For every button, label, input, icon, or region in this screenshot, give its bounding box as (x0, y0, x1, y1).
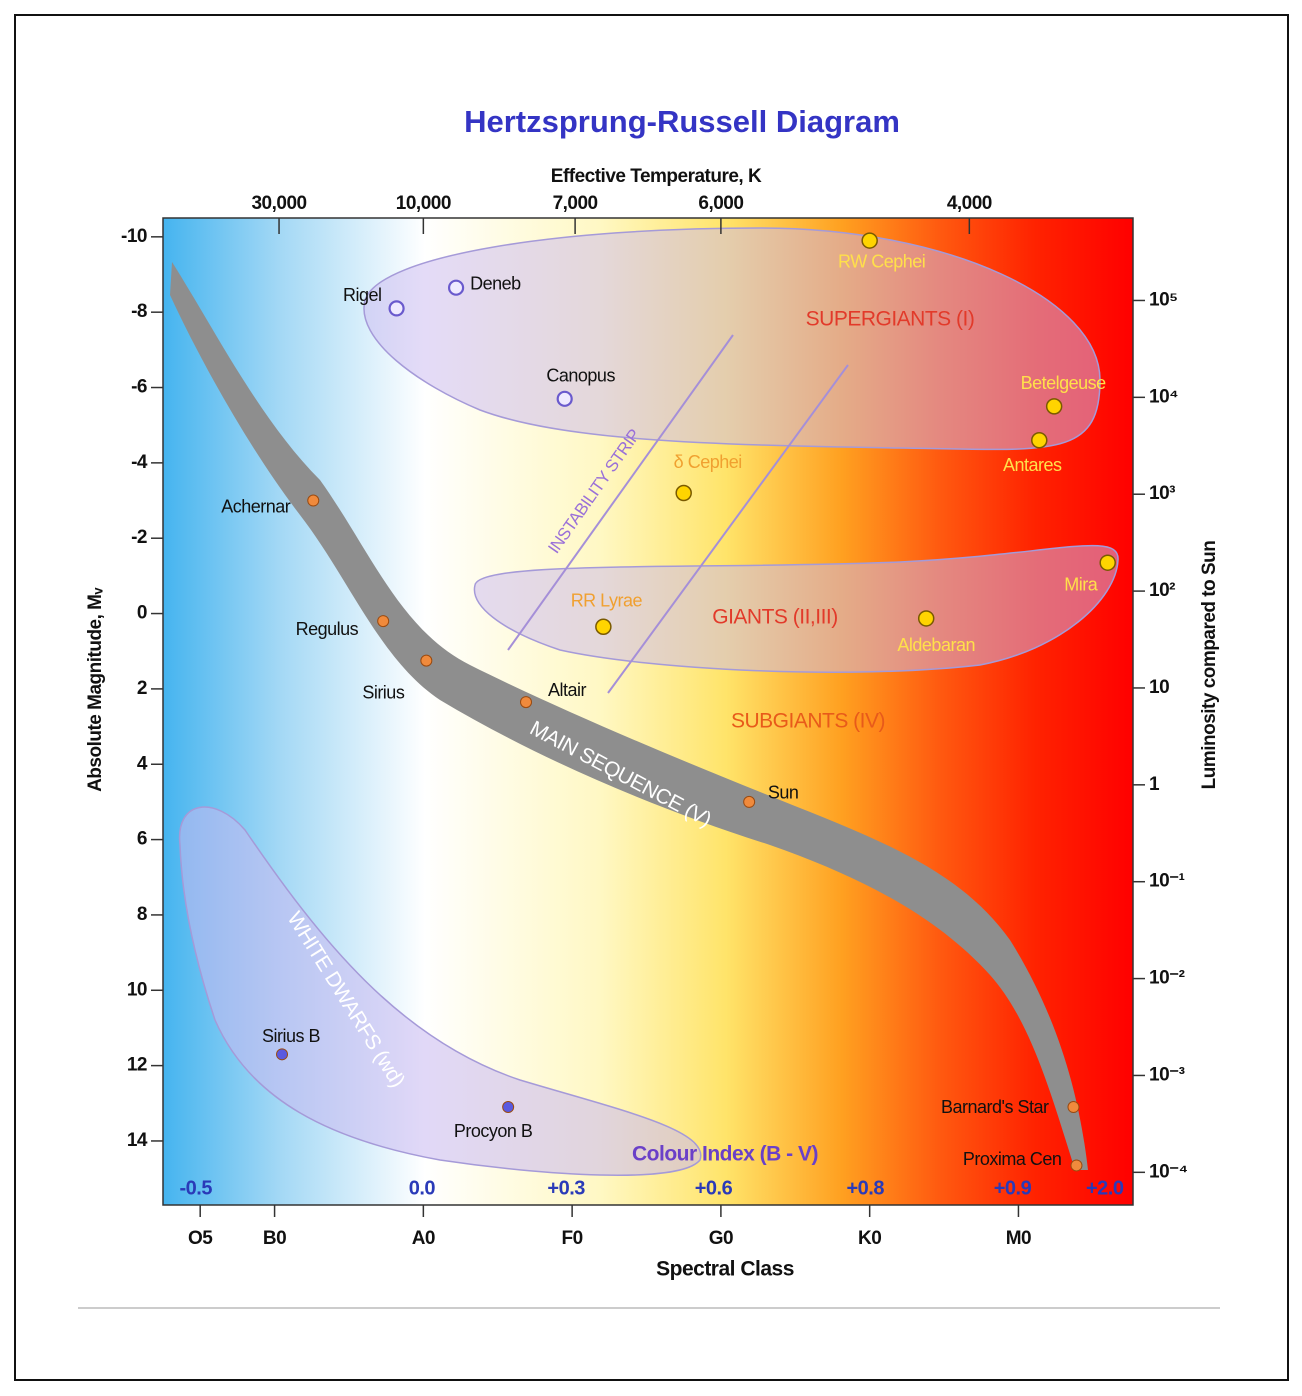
region-label: SUPERGIANTS (I) (806, 308, 975, 331)
y-tick-label: 8 (137, 904, 147, 925)
star-label: Regulus (296, 619, 359, 639)
y2-tick-label: 10⁻¹ (1149, 871, 1185, 892)
y2-tick-label: 10⁵ (1149, 289, 1178, 310)
instability-strip-edge (507, 334, 734, 651)
star-label: Sun (768, 783, 799, 803)
star-marker (861, 232, 878, 249)
star-marker (388, 300, 405, 317)
star-label: Betelgeuse (1021, 373, 1107, 393)
y2-axis-label: Luminosity compared to Sun (1199, 541, 1220, 790)
chart-title: Hertzsprung-Russell Diagram (464, 104, 900, 139)
star-label: Antares (1003, 455, 1062, 475)
y-tick-label: 2 (137, 678, 147, 699)
y2-tick-label: 10³ (1149, 483, 1175, 504)
star-label: Altair (548, 680, 587, 700)
y-tick-label: 12 (127, 1055, 147, 1076)
instability-strip-edge (607, 364, 849, 694)
x-tick-label: A0 (412, 1228, 435, 1249)
star-marker (1031, 432, 1048, 449)
star-label: Deneb (470, 273, 521, 293)
y2-tick-label: 1 (1149, 774, 1160, 795)
y-tick-label: -10 (121, 226, 147, 247)
star-marker (917, 610, 935, 627)
star-marker (675, 484, 692, 502)
colour-index-label: +0.6 (695, 1177, 733, 1199)
colour-index-label: +0.3 (547, 1177, 585, 1199)
y2-tick-label: 10⁻³ (1149, 1064, 1185, 1085)
y-tick-label: 14 (127, 1130, 148, 1151)
x2-tick-label: 6,000 (698, 193, 743, 214)
x2-tick-label: 10,000 (396, 193, 451, 214)
star-label: Achernar (221, 496, 291, 516)
star-label: Canopus (546, 366, 615, 386)
colour-index-label: 0.0 (409, 1177, 436, 1199)
white-dwarfs-region (178, 806, 702, 1176)
x2-tick-label: 7,000 (553, 193, 598, 214)
y-tick-label: -8 (131, 301, 147, 322)
y2-tick-label: 10⁻⁴ (1149, 1161, 1188, 1182)
x-tick-label: G0 (709, 1228, 733, 1249)
star-label: Procyon B (454, 1121, 533, 1141)
y-tick-label: 6 (137, 829, 147, 850)
x-axis-label: Spectral Class (656, 1258, 794, 1281)
star-label: Mira (1064, 574, 1098, 594)
x-tick-label: F0 (562, 1228, 583, 1249)
x2-axis-label: Effective Temperature, K (551, 166, 762, 187)
star-label: RR Lyrae (571, 590, 643, 610)
supergiants-region (363, 227, 1101, 451)
star-marker (556, 390, 573, 407)
star-label: Aldebaran (897, 635, 975, 655)
star-label: Rigel (343, 285, 382, 305)
region-label: GIANTS (II,III) (712, 606, 838, 629)
star-marker (1045, 398, 1063, 415)
y-tick-label: 0 (137, 603, 147, 624)
star-label: δ Cephei (674, 452, 742, 472)
y2-tick-label: 10² (1149, 580, 1175, 601)
x-tick-label: M0 (1006, 1228, 1031, 1249)
region-label: SUBGIANTS (IV) (731, 710, 885, 733)
star-marker (276, 1048, 289, 1061)
y-tick-label: 10 (127, 979, 147, 1000)
star-label: Barnard's Star (941, 1097, 1049, 1117)
star-label: Sirius (362, 682, 405, 702)
y-tick-label: 4 (137, 753, 148, 774)
star-marker (502, 1101, 515, 1114)
y-axis-label: Absolute Magnitude, Mᵥ (85, 587, 106, 791)
colour-index-label: +0.9 (994, 1177, 1032, 1199)
x-tick-label: K0 (858, 1228, 881, 1249)
star-marker (1067, 1101, 1080, 1114)
star-label: RW Cephei (838, 251, 925, 271)
y-tick-label: -2 (131, 527, 147, 548)
colour-index-label: +0.8 (846, 1177, 884, 1199)
colour-index-label: Colour Index (B - V) (632, 1143, 818, 1166)
giants-region (473, 544, 1119, 673)
y2-tick-label: 10 (1149, 677, 1169, 698)
star-marker (595, 618, 612, 635)
colour-index-label: -0.5 (179, 1177, 212, 1199)
y2-tick-label: 10⁴ (1149, 386, 1178, 407)
star-marker (1099, 554, 1116, 571)
star-marker (1070, 1159, 1083, 1172)
star-marker (420, 654, 433, 667)
star-marker (307, 494, 320, 507)
star-label: Proxima Cen (963, 1149, 1062, 1169)
colour-index-label: +2.0 (1086, 1177, 1124, 1199)
star-marker (520, 696, 533, 709)
x-tick-label: O5 (188, 1228, 213, 1249)
star-marker (377, 615, 390, 628)
star-marker (743, 795, 756, 808)
y-tick-label: -6 (131, 377, 147, 398)
x-tick-label: B0 (263, 1228, 286, 1249)
star-label: Sirius B (262, 1026, 321, 1046)
x2-tick-label: 30,000 (251, 193, 306, 214)
star-marker (447, 279, 465, 296)
y2-tick-label: 10⁻² (1149, 968, 1185, 989)
y-tick-label: -4 (131, 452, 148, 473)
x2-tick-label: 4,000 (947, 193, 992, 214)
